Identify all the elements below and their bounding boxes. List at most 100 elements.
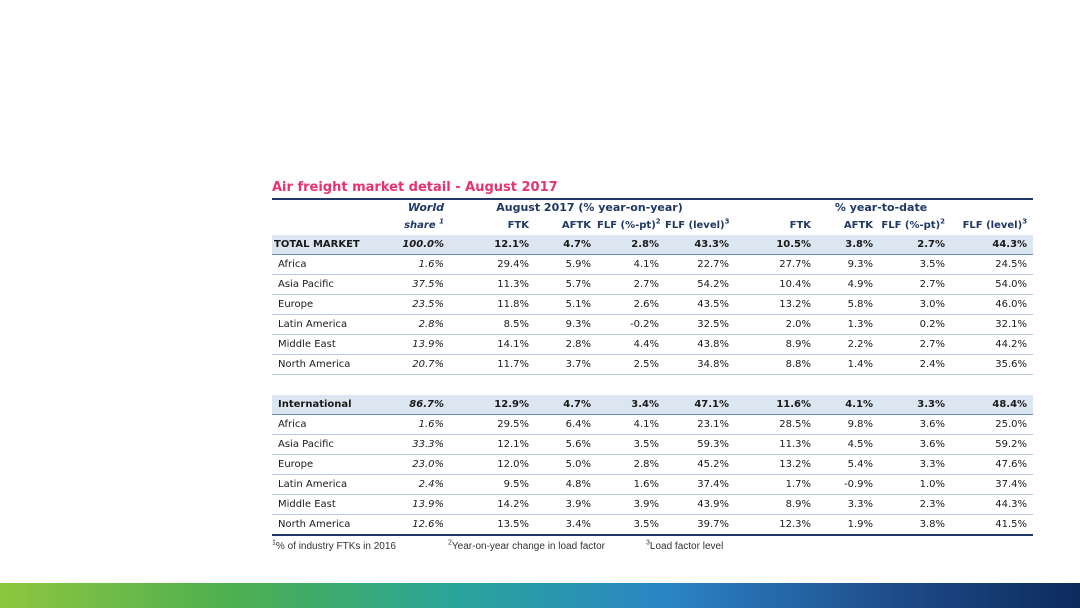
value-cell: 23.1% (665, 414, 736, 435)
value-cell: 29.4% (450, 254, 535, 275)
value-cell: 14.2% (450, 494, 535, 515)
footnote: 3Load factor level (646, 539, 724, 552)
world-share-cell: 13.9% (382, 494, 450, 515)
value-cell: 3.7% (535, 354, 597, 375)
value-cell: 46.0% (951, 294, 1034, 315)
table-row: Middle East 13.9% 14.2% 3.9% 3.9% 43.9% 8.9% 3.… (272, 494, 1034, 515)
row-label: Latin America (272, 314, 382, 335)
value-cell: 11.3% (735, 434, 818, 455)
table-total-row: TOTAL MARKET 100.0% 12.1% 4.7% 2.8% 43.3% 10.5… (272, 235, 1034, 255)
value-cell: -0.2% (597, 314, 665, 335)
value-cell: 24.5% (951, 254, 1034, 275)
col-header: FLF (%-pt)2 (597, 217, 661, 231)
value-cell: 34.8% (665, 354, 736, 375)
value-cell: 12.0% (450, 454, 535, 475)
value-cell: 43.3% (665, 235, 736, 255)
table-row: Africa 1.6% 29.4% 5.9% 4.1% 22.7% 27.7% 9.3% 3.5… (272, 254, 1034, 275)
value-cell: 54.2% (665, 274, 736, 295)
world-share-cell: 86.7% (382, 395, 450, 415)
row-label: Asia Pacific (272, 274, 382, 295)
group-header-ytd: % year-to-date (834, 201, 928, 214)
value-cell: 44.2% (951, 334, 1034, 355)
value-cell: 43.9% (665, 494, 736, 515)
value-cell: 4.1% (597, 414, 665, 435)
value-cell: 3.3% (879, 454, 952, 475)
table-row: Middle East 13.9% 14.1% 2.8% 4.4% 43.8% 8.9% 2.… (272, 334, 1034, 355)
value-cell: 4.7% (535, 395, 597, 415)
value-cell: 4.5% (817, 434, 880, 455)
row-label: TOTAL MARKET (272, 235, 382, 255)
row-label: Europe (272, 454, 382, 475)
value-cell: 1.4% (817, 354, 880, 375)
value-cell: 13.5% (450, 514, 535, 536)
value-cell: 13.2% (735, 454, 818, 475)
value-cell: 3.5% (597, 514, 665, 536)
value-cell: 28.5% (735, 414, 818, 435)
value-cell: 3.6% (879, 414, 952, 435)
value-cell: 22.7% (665, 254, 736, 275)
value-cell: 25.0% (951, 414, 1034, 435)
value-cell: 2.4% (879, 354, 952, 375)
value-cell: 37.4% (665, 474, 736, 495)
value-cell: 11.6% (735, 395, 818, 415)
row-label: International (272, 395, 382, 415)
footnotes: 1% of industry FTKs in 2016 2Year-on-year… (272, 539, 1033, 555)
value-cell: 8.8% (735, 354, 818, 375)
value-cell: 11.7% (450, 354, 535, 375)
value-cell: 48.4% (951, 395, 1034, 415)
col-header: AFTK (561, 220, 591, 231)
value-cell: 11.3% (450, 274, 535, 295)
row-label: North America (272, 354, 382, 375)
world-share-header-line2: share 1 (404, 217, 444, 231)
value-cell: 3.8% (879, 514, 952, 536)
value-cell: 2.8% (597, 235, 665, 255)
value-cell: 3.4% (597, 395, 665, 415)
value-cell: 8.9% (735, 494, 818, 515)
row-label: Latin America (272, 474, 382, 495)
value-cell: 3.9% (535, 494, 597, 515)
value-cell: 2.7% (879, 274, 952, 295)
value-cell: 9.8% (817, 414, 880, 435)
table-row: North America 12.6% 13.5% 3.4% 3.5% 39.7% 12.3… (272, 514, 1034, 536)
value-cell: 12.3% (735, 514, 818, 536)
value-cell: 2.8% (535, 334, 597, 355)
value-cell: 5.1% (535, 294, 597, 315)
value-cell: 3.8% (817, 235, 880, 255)
value-cell: 10.4% (735, 274, 818, 295)
row-label: Middle East (272, 334, 382, 355)
world-share-header-line1: World (407, 201, 444, 214)
spacer-row (272, 374, 1034, 395)
value-cell: 3.4% (535, 514, 597, 536)
table-row: Asia Pacific 37.5% 11.3% 5.7% 2.7% 54.2% 10.4%… (272, 274, 1034, 295)
table-row: Latin America 2.4% 9.5% 4.8% 1.6% 37.4% 1.7% -0… (272, 474, 1034, 495)
value-cell: 12.9% (450, 395, 535, 415)
value-cell: 27.7% (735, 254, 818, 275)
value-cell: 3.0% (879, 294, 952, 315)
footer-gradient-bar (0, 583, 1080, 608)
value-cell: 32.1% (951, 314, 1034, 335)
value-cell: 3.5% (879, 254, 952, 275)
value-cell: -0.9% (817, 474, 880, 495)
value-cell: 4.7% (535, 235, 597, 255)
value-cell: 11.8% (450, 294, 535, 315)
value-cell: 8.5% (450, 314, 535, 335)
value-cell: 4.1% (597, 254, 665, 275)
value-cell: 47.1% (665, 395, 736, 415)
table-row: Europe 23.0% 12.0% 5.0% 2.8% 45.2% 13.2% 5.4% 3.… (272, 454, 1034, 475)
value-cell: 3.3% (817, 494, 880, 515)
value-cell: 3.5% (597, 434, 665, 455)
value-cell: 5.9% (535, 254, 597, 275)
value-cell: 4.1% (817, 395, 880, 415)
value-cell: 47.6% (951, 454, 1034, 475)
value-cell: 5.7% (535, 274, 597, 295)
value-cell: 1.0% (879, 474, 952, 495)
world-share-cell: 33.3% (382, 434, 450, 455)
value-cell: 10.5% (735, 235, 818, 255)
value-cell: 4.4% (597, 334, 665, 355)
value-cell: 6.4% (535, 414, 597, 435)
world-share-cell: 1.6% (382, 414, 450, 435)
col-header: FLF (level)3 (962, 217, 1028, 231)
col-header: FTK (789, 220, 812, 231)
value-cell: 54.0% (951, 274, 1034, 295)
world-share-cell: 23.5% (382, 294, 450, 315)
